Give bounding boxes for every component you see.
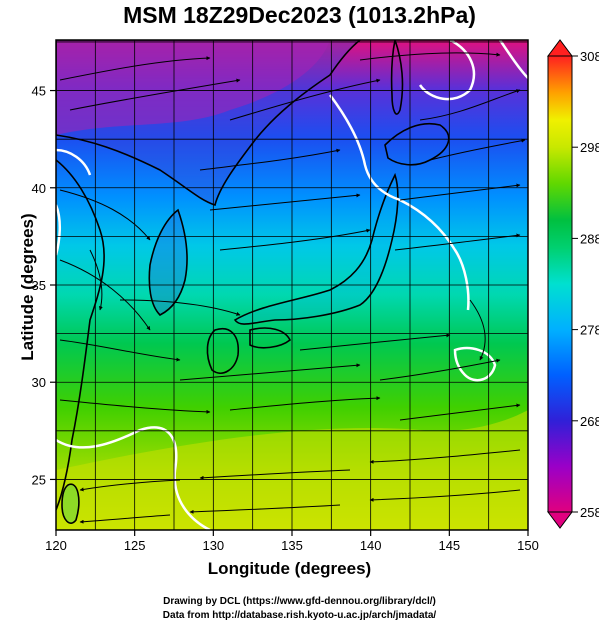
y-axis-label: Latitude (degrees) xyxy=(18,213,37,361)
colorbar-tick-label: 278 xyxy=(580,323,599,338)
colorbar-top-arrow xyxy=(547,39,573,57)
y-tick-label: 40 xyxy=(32,181,46,196)
x-tick-label: 150 xyxy=(517,538,539,553)
chart-title: MSM 18Z29Dec2023 (1013.2hPa) xyxy=(123,2,476,28)
y-tick-label: 30 xyxy=(32,375,46,390)
y-axis-ticks: 25 30 35 40 45 xyxy=(32,84,56,487)
x-axis-label: Longitude (degrees) xyxy=(0,559,599,579)
y-tick-label: 25 xyxy=(32,472,46,487)
x-tick-label: 140 xyxy=(360,538,382,553)
colorbar-ticks: 258 268 278 288 298 308 xyxy=(572,49,599,520)
x-tick-label: 145 xyxy=(438,538,460,553)
x-tick-label: 135 xyxy=(281,538,303,553)
y-tick-label: 35 xyxy=(32,278,46,293)
colorbar-tick-label: 298 xyxy=(580,140,599,155)
coastlines xyxy=(56,40,450,524)
x-tick-label: 120 xyxy=(45,538,67,553)
colorbar-bar xyxy=(547,55,573,513)
credit-data: Data from http://database.rish.kyoto-u.a… xyxy=(162,610,437,621)
y-tick-label: 45 xyxy=(32,84,46,99)
x-tick-label: 125 xyxy=(124,538,146,553)
credit-drawing: Drawing by DCL (https://www.gfd-dennou.o… xyxy=(163,596,436,607)
colorbar: 258 268 278 288 298 308 xyxy=(547,39,599,529)
colorbar-tick-label: 258 xyxy=(580,505,599,520)
colorbar-tick-label: 288 xyxy=(580,231,599,246)
colorbar-bottom-arrow xyxy=(547,511,573,529)
x-axis-ticks: 120 125 130 135 140 145 150 xyxy=(45,530,539,553)
x-tick-label: 130 xyxy=(202,538,224,553)
x-axis-label-text: Longitude (degrees) xyxy=(207,559,372,578)
colorbar-tick-label: 308 xyxy=(580,49,599,64)
colorbar-tick-label: 268 xyxy=(580,414,599,429)
plot-area: 120 125 130 135 140 145 150 25 30 35 40 45 xyxy=(32,39,539,553)
